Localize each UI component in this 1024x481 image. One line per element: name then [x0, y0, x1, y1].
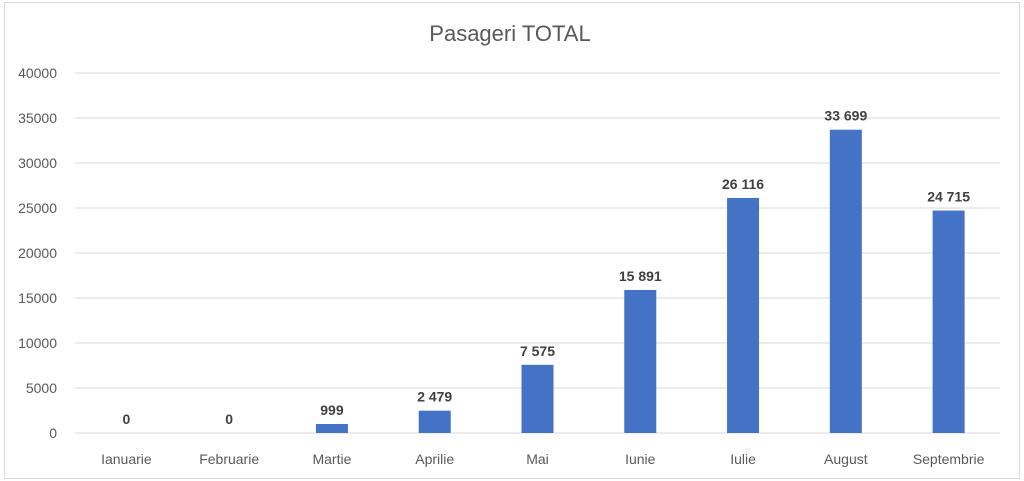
x-category-label: Iunie [625, 451, 656, 467]
data-label: 33 699 [824, 108, 867, 124]
data-label: 7 575 [520, 343, 555, 359]
data-label: 0 [122, 411, 130, 427]
y-tick-label: 35000 [18, 110, 57, 126]
data-labels: 0 0 999 2 479 7 575 15 891 26 116 33 699 24 715 [122, 108, 970, 427]
y-tick-label: 15000 [18, 290, 57, 306]
y-tick-label: 10000 [18, 335, 57, 351]
y-tick-label: 0 [49, 425, 57, 441]
data-label: 24 715 [927, 189, 970, 205]
data-label: 2 479 [417, 389, 452, 405]
chart-title: Pasageri TOTAL [429, 21, 590, 46]
y-tick-label: 20000 [18, 245, 57, 261]
x-category-label: Aprilie [415, 451, 454, 467]
data-label: 26 116 [722, 176, 764, 192]
bar [727, 197, 760, 433]
y-axis-ticks: 0 5000 10000 15000 20000 25000 30000 35000 40000 [18, 65, 57, 441]
data-label: 15 891 [619, 268, 662, 284]
bars [315, 129, 965, 434]
bar [521, 364, 554, 433]
y-tick-label: 30000 [18, 155, 57, 171]
y-tick-label: 5000 [26, 380, 57, 396]
x-category-label: Mai [526, 451, 549, 467]
y-tick-label: 40000 [18, 65, 57, 81]
y-tick-label: 25000 [18, 200, 57, 216]
x-category-label: Martie [312, 451, 351, 467]
data-label: 999 [320, 402, 344, 418]
x-category-label: Ianuarie [101, 451, 152, 467]
bar [932, 210, 965, 433]
bar [418, 410, 451, 433]
bar [315, 424, 348, 433]
x-category-label: Septembrie [913, 451, 985, 467]
bar [829, 129, 862, 434]
x-category-label: Februarie [199, 451, 259, 467]
x-axis-categories: Ianuarie Februarie Martie Aprilie Mai Iunie Iu… [101, 451, 985, 467]
x-category-label: Iulie [730, 451, 756, 467]
bar [624, 289, 657, 433]
x-category-label: August [824, 451, 868, 467]
data-label: 0 [225, 411, 233, 427]
